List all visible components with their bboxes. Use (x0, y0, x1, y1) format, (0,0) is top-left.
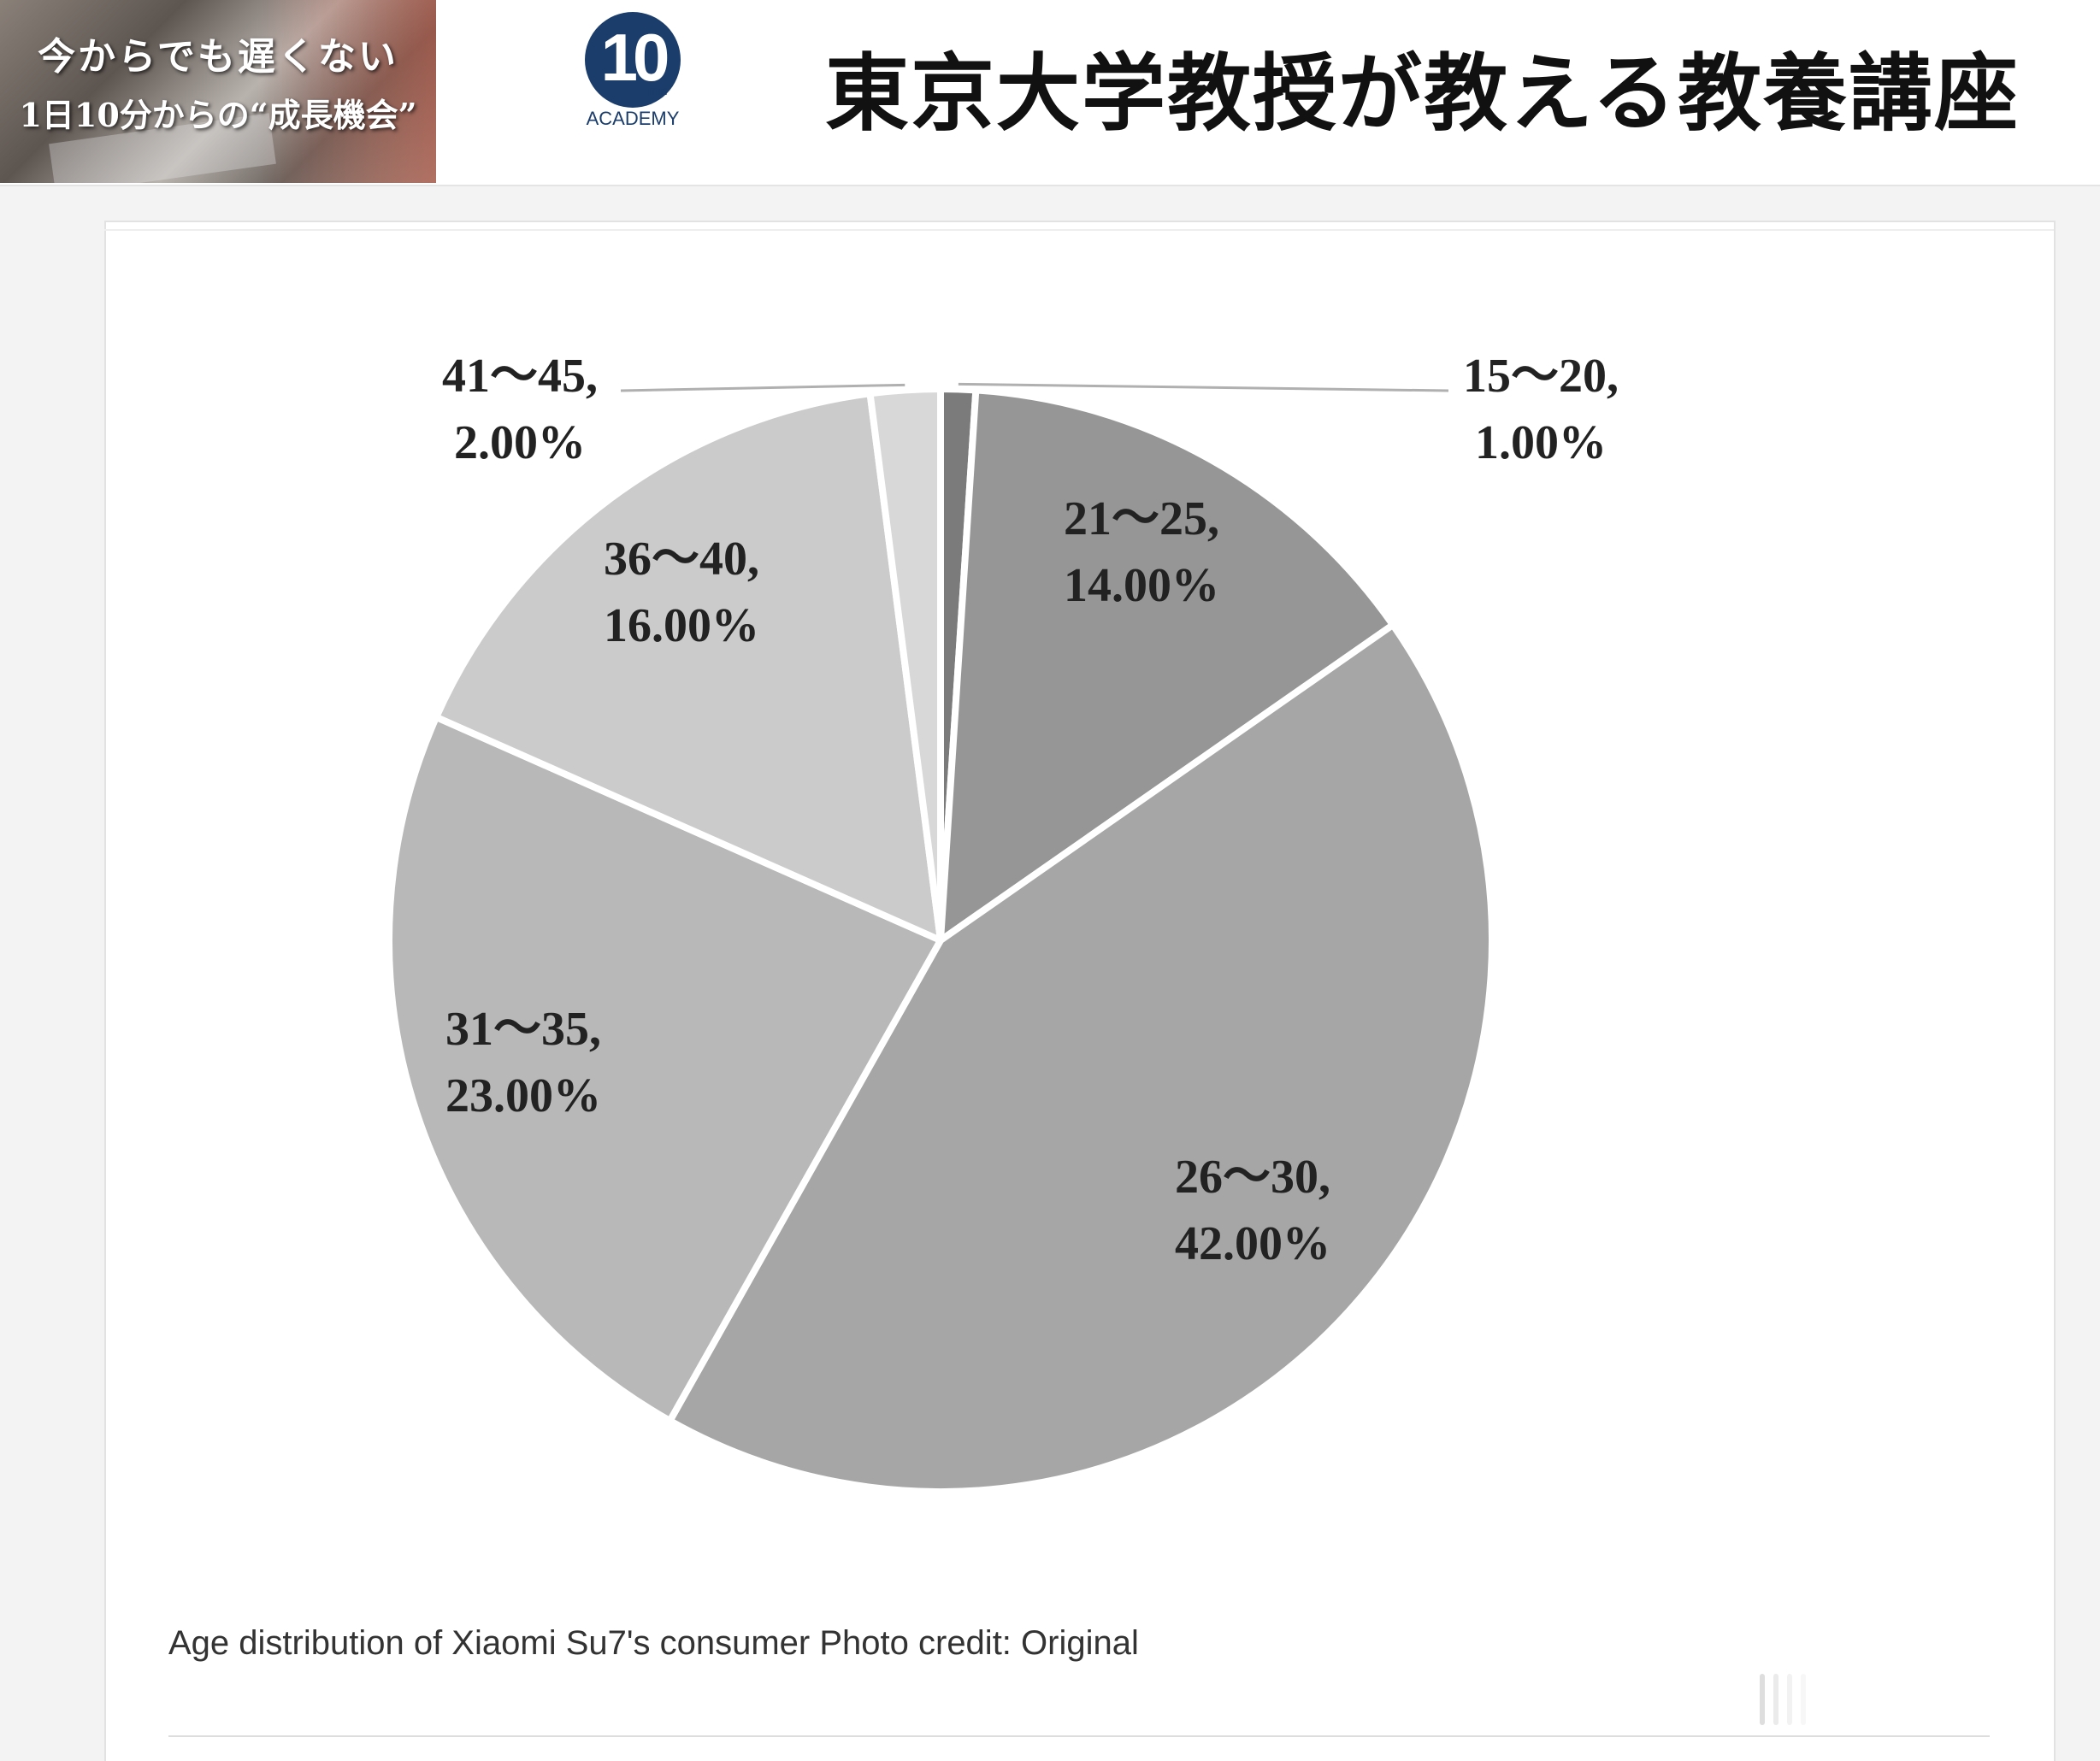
site-header: 今からでも遅くない 1日10分からの“成長機会” 10 min ACADEMY … (0, 0, 2100, 186)
slice-percent-4: 23.00% (445, 1069, 601, 1122)
logo-circle-icon (585, 12, 681, 108)
slice-label-2: 21～25, (1064, 492, 1219, 545)
slice-label-5: 36～40, (604, 533, 759, 586)
slice-label-1: 15～20, (1463, 350, 1619, 403)
logo-wordmark: ACADEMY (586, 108, 680, 129)
academy-logo[interactable]: 10 min ACADEMY (581, 12, 684, 132)
slice-percent-2: 14.00% (1064, 559, 1219, 612)
pie-slice-3 (666, 621, 1495, 1495)
pie-slice-6 (866, 386, 944, 944)
leader-line-1 (958, 382, 1449, 392)
scroll-indicator-icon[interactable] (1751, 1669, 1828, 1729)
caption-divider (168, 1735, 1990, 1737)
image-caption: Age distribution of Xiaomi Su7's consume… (168, 1624, 1139, 1662)
banner-subtagline: 1日10分からの“成長機会” (19, 96, 417, 134)
slice-label-4: 31～35, (445, 1003, 601, 1056)
logo-min-label: min (648, 84, 668, 97)
slice-percent-6: 2.00% (454, 416, 586, 469)
pie-slice-2 (937, 386, 1397, 944)
slice-percent-5: 16.00% (604, 599, 759, 652)
banner-tagline: 今からでも遅くない (38, 35, 398, 79)
pie-slice-5 (433, 390, 944, 944)
site-title: 東京大学教授が教える教養講座 (825, 45, 2020, 143)
card-divider (104, 229, 2054, 231)
slice-label-6: 41～45, (442, 350, 598, 403)
slice-label-3: 26～30, (1175, 1151, 1330, 1204)
promo-banner[interactable]: 今からでも遅くない 1日10分からの“成長機会” (0, 0, 436, 183)
leader-line-6 (620, 383, 905, 392)
slice-percent-1: 1.00% (1475, 416, 1607, 469)
pie-slice-4 (386, 713, 944, 1424)
slice-percent-3: 42.00% (1175, 1217, 1330, 1270)
logo-number: 10 (600, 20, 670, 95)
